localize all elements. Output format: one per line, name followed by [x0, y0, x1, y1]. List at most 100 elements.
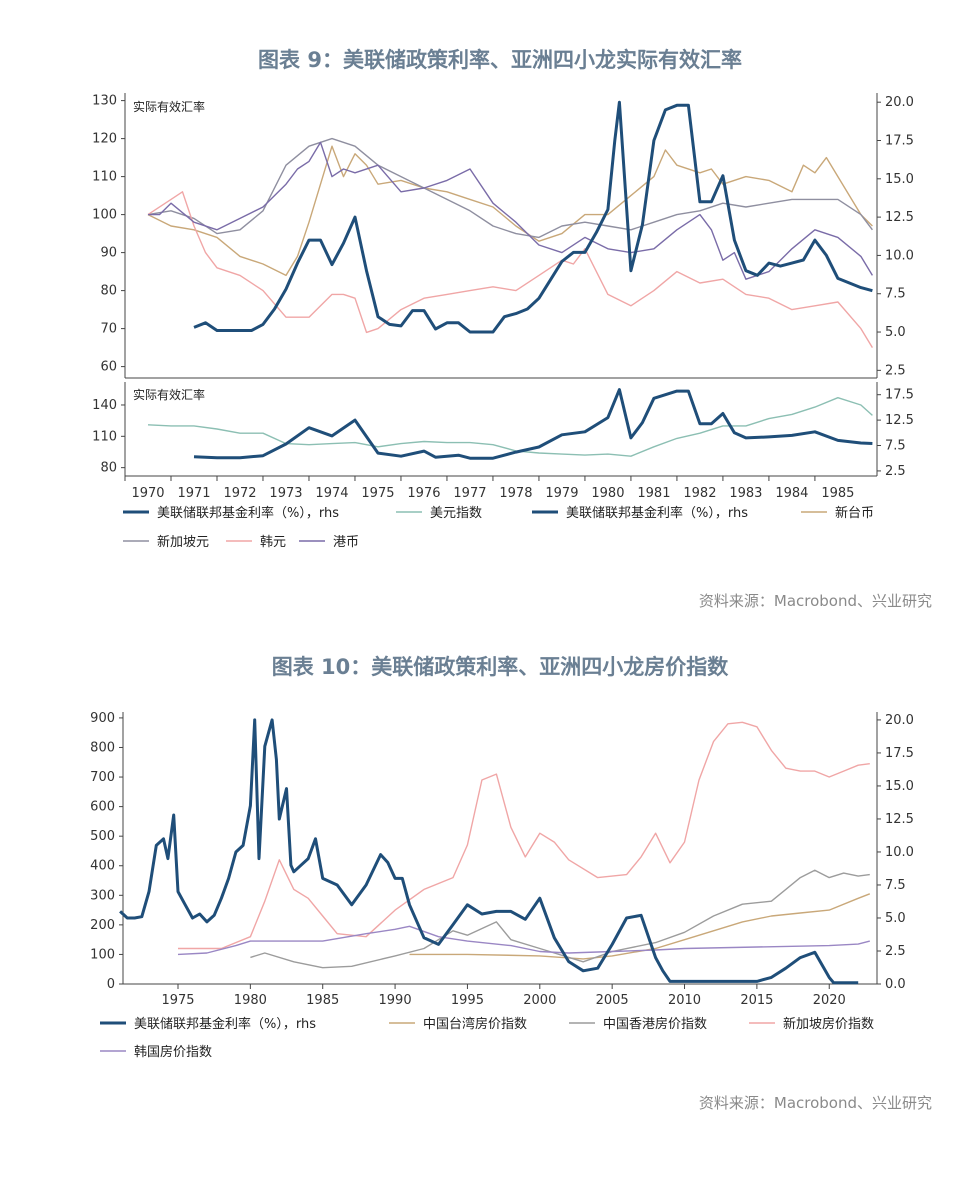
series-line-fed: [193, 388, 873, 460]
x-tick-label: 1975: [161, 993, 194, 1008]
series-line-tw_house: [409, 893, 871, 960]
y-tick-label: 0: [107, 977, 115, 992]
x-tick-label: 1978: [499, 486, 532, 501]
legend-label-fed: 美联储联邦基金利率（%），rhs: [157, 505, 339, 521]
x-tick-label: 2010: [668, 993, 701, 1008]
y2-tick-label: 7.5: [885, 878, 906, 893]
fx-rate-chart: 60 70 80 90 100 110 120 130 2.5 5.0 7.5 10.0 12.5 15.…: [92, 93, 914, 379]
series-line-usd: [147, 397, 873, 457]
legend-label-hkd: 港币: [333, 535, 359, 550]
y-tick-label: 700: [90, 770, 115, 785]
y2-tick-label: 15.0: [885, 779, 914, 794]
y2-tick-label: 2.5: [885, 944, 906, 959]
y2-tick-label: 0.0: [885, 977, 906, 992]
x-tick-label: 1980: [591, 486, 624, 501]
y2-tick-label: 10.0: [885, 248, 914, 263]
series-line-hk_house: [250, 869, 870, 969]
x-tick-label: 1976: [407, 486, 440, 501]
legend-label-fed: 美联储联邦基金利率（%），rhs: [566, 505, 748, 521]
y-tick-label: 110: [92, 429, 117, 444]
y-tick-label: 70: [100, 322, 117, 337]
y2-tick-label: 2.5: [885, 363, 906, 378]
x-tick-label: 1990: [379, 993, 412, 1008]
y-tick-label: 80: [100, 284, 117, 299]
y-tick-label: 100: [92, 208, 117, 223]
house-price-chart: 0 100 200 300 400 500 600 700 800 900 0.0 2.5 5.0 7.5…: [90, 711, 914, 1008]
legend-label-tw_house: 中国台湾房价指数: [423, 1016, 527, 1032]
legend-label-sgd: 新加坡元: [157, 534, 209, 550]
y2-tick-label: 20.0: [885, 95, 914, 110]
y-tick-label: 120: [92, 132, 117, 147]
x-tick-label: 1984: [775, 486, 808, 501]
x-tick-label: 1979: [545, 486, 578, 501]
y-tick-label: 80: [100, 461, 117, 476]
legend-label-hk_house: 中国香港房价指数: [603, 1016, 707, 1032]
y2-tick-label: 7.5: [885, 439, 906, 454]
y2-tick-label: 10.0: [885, 845, 914, 860]
x-tick-label: 1971: [177, 486, 210, 501]
y-tick-label: 100: [90, 947, 115, 962]
y-tick-label: 60: [100, 360, 117, 375]
x-tick-label: 1995: [451, 993, 484, 1008]
y-tick-label: 800: [90, 740, 115, 755]
figure9-title: 图表 9：美联储政策利率、亚洲四小龙实际有效汇率: [258, 48, 742, 72]
y2-tick-label: 17.5: [885, 134, 914, 149]
series-line-sgd: [147, 137, 873, 239]
x-tick-label: 1981: [637, 486, 670, 501]
legend-label-kr_house: 韩国房价指数: [134, 1044, 212, 1060]
y-tick-label: 500: [90, 829, 115, 844]
y-tick-label: 140: [92, 398, 117, 413]
x-tick-label: 1973: [269, 486, 302, 501]
x-tick-label: 1977: [453, 486, 486, 501]
legend-label-usd: 美元指数: [430, 506, 482, 521]
x-tick-label: 1982: [683, 486, 716, 501]
figure9-source: 资料来源：Macrobond、兴业研究: [699, 592, 932, 610]
legend-label-fed: 美联储联邦基金利率（%），rhs: [134, 1016, 316, 1032]
top-panel-label: 实际有效汇率: [133, 99, 205, 114]
x-tick-label: 2005: [596, 993, 629, 1008]
series-line-fed: [193, 100, 873, 334]
x-tick-label: 1985: [821, 486, 854, 501]
x-tick-label: 1972: [223, 486, 256, 501]
y-tick-label: 130: [92, 94, 117, 109]
y2-tick-label: 12.5: [885, 413, 914, 428]
x-tick-label: 1970: [131, 486, 164, 501]
x-tick-label: 1983: [729, 486, 762, 501]
x-tick-label: 2000: [523, 993, 556, 1008]
legend-label-sg_house: 新加坡房价指数: [783, 1016, 874, 1032]
figure9-legend: 美联储联邦基金利率（%），rhs 美元指数 美联储联邦基金利率（%），rhs 新台币新…: [123, 505, 874, 550]
y2-tick-label: 20.0: [885, 713, 914, 728]
x-tick-label: 1974: [315, 486, 348, 501]
y-tick-label: 90: [100, 246, 117, 261]
series-line-sg_house: [178, 721, 870, 950]
y-tick-label: 300: [90, 888, 115, 903]
y-tick-label: 200: [90, 918, 115, 933]
y2-tick-label: 12.5: [885, 210, 914, 225]
y2-tick-label: 7.5: [885, 287, 906, 302]
series-line-krw: [147, 191, 873, 348]
x-tick-label: 1975: [361, 486, 394, 501]
x-tick-label: 2015: [740, 993, 773, 1008]
y2-tick-label: 15.0: [885, 172, 914, 187]
legend-label-krw: 韩元: [260, 535, 286, 550]
legend-label-twd: 新台币: [835, 505, 874, 521]
bottom-panel-label: 实际有效汇率: [133, 387, 205, 402]
figure10-title: 图表 10：美联储政策利率、亚洲四小龙房价指数: [272, 655, 730, 679]
y-tick-label: 400: [90, 859, 115, 874]
y-tick-label: 900: [90, 711, 115, 726]
x-tick-label: 1980: [234, 993, 267, 1008]
x-tick-label: 2020: [813, 993, 846, 1008]
y2-tick-label: 17.5: [885, 746, 914, 761]
figure10-source: 资料来源：Macrobond、兴业研究: [699, 1094, 932, 1112]
figure10-legend: 美联储联邦基金利率（%），rhs 中国台湾房价指数 中国香港房价指数 新加坡房价指数韩…: [100, 1016, 874, 1060]
y2-tick-label: 17.5: [885, 388, 914, 403]
series-line-kr_house: [177, 925, 870, 956]
series-line-hkd: [148, 141, 873, 280]
y2-tick-label: 2.5: [885, 464, 906, 479]
y-tick-label: 110: [92, 170, 117, 185]
usd-index-chart: 80 110 140 2.5 7.5 12.5 17.5 1970 1971 1972 1973 19…: [92, 382, 914, 501]
y2-tick-label: 5.0: [885, 911, 906, 926]
y-tick-label: 600: [90, 800, 115, 815]
y2-tick-label: 5.0: [885, 325, 906, 340]
